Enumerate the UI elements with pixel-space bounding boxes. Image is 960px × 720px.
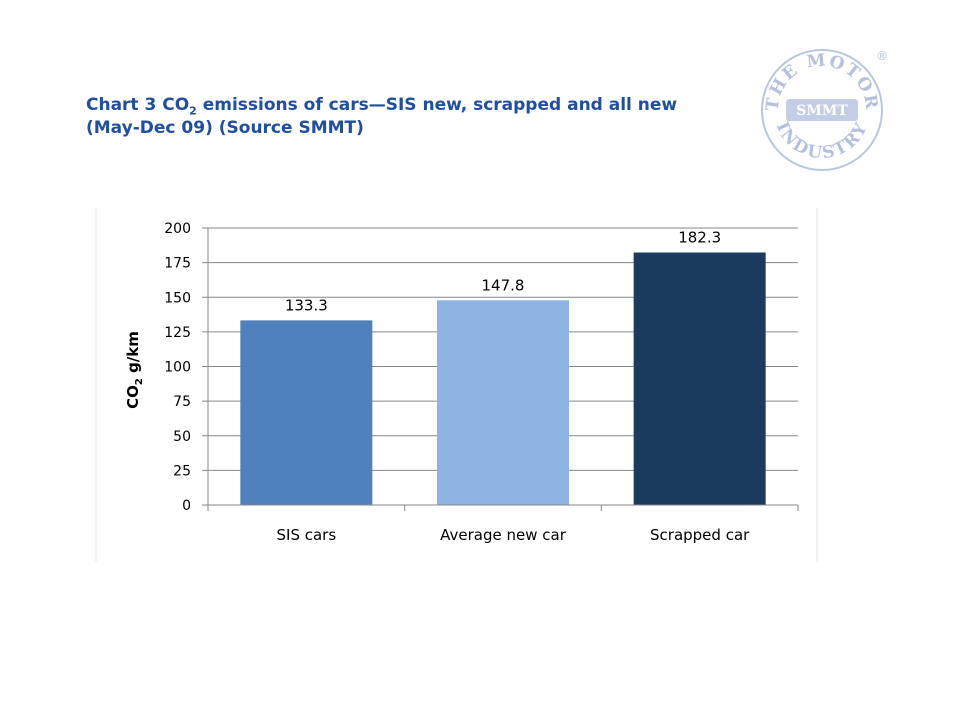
- data-label: 182.3: [678, 229, 721, 247]
- bar-2: [437, 300, 569, 505]
- bar-3: [633, 252, 766, 505]
- x-tick-label: SIS cars: [277, 526, 337, 544]
- title-line-2: (May-Dec 09) (Source SMMT): [86, 118, 364, 138]
- y-tick-label: 75: [173, 394, 191, 410]
- y-tick-label: 25: [173, 463, 191, 479]
- data-label: 133.3: [285, 296, 328, 314]
- y-tick-label: 150: [164, 290, 191, 306]
- y-tick-label: 200: [164, 221, 191, 237]
- y-axis-ticks: 0 25 50 75 100 125 150 175 200: [164, 221, 208, 514]
- x-tick-label: Average new car: [440, 526, 567, 544]
- y-tick-label: 0: [182, 498, 191, 514]
- y-tick-label: 125: [164, 325, 191, 341]
- chart-title: Chart 3 CO2 emissions of cars—SIS new, s…: [86, 94, 766, 140]
- y-axis-label: CO2 g/km: [124, 331, 145, 409]
- bars: [240, 252, 766, 505]
- x-axis-ticks: SIS cars Average new car Scrapped car: [207, 505, 799, 544]
- y-tick-label: 175: [164, 256, 191, 272]
- smmt-logo: THE MOTOR INDUSTRY SMMT ®: [761, 49, 888, 171]
- data-labels: 133.3 147.8 182.3: [285, 229, 721, 315]
- y-tick-label: 50: [173, 429, 191, 445]
- bar-1: [240, 320, 373, 505]
- title-line-1: Chart 3 CO2 emissions of cars—SIS new, s…: [86, 95, 678, 118]
- x-tick-label: Scrapped car: [650, 526, 750, 544]
- data-label: 147.8: [482, 276, 525, 294]
- y-tick-label: 100: [164, 360, 191, 376]
- svg-text:®: ®: [876, 49, 888, 63]
- svg-text:SMMT: SMMT: [796, 103, 848, 119]
